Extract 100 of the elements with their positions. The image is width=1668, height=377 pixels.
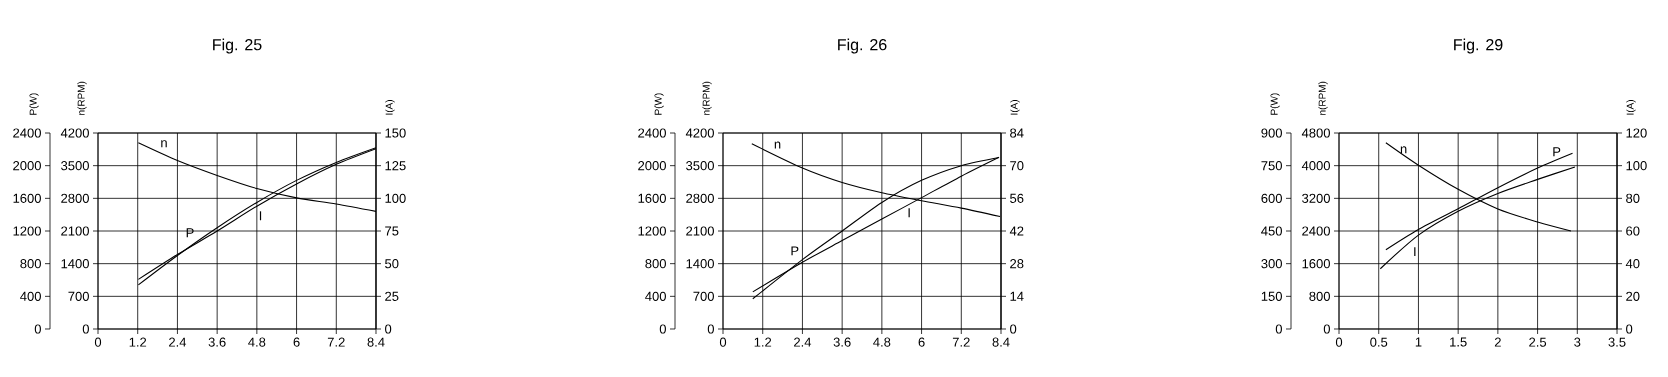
y-tick-label: 0 bbox=[1275, 324, 1282, 334]
y2-tick-label: 56 bbox=[1010, 193, 1024, 203]
y2-tick-label: 25 bbox=[385, 291, 399, 301]
y-tick-label: 0 bbox=[659, 324, 666, 334]
y3-axis-title: n(RPM) bbox=[77, 81, 87, 115]
y2-tick-label: 28 bbox=[1010, 259, 1024, 269]
chart-title: Fig. 29 bbox=[1454, 38, 1503, 54]
y2-tick-label: 80 bbox=[1626, 193, 1640, 203]
y-tick-label: 150 bbox=[1261, 291, 1282, 301]
y-axis-title: P(W) bbox=[1270, 93, 1280, 115]
series-label: P bbox=[1553, 147, 1561, 157]
y-tick-label: 2000 bbox=[638, 161, 666, 171]
x-tick-label: 0 bbox=[719, 337, 727, 347]
y-tick-label: 400 bbox=[20, 291, 41, 301]
x-tick-label: 1.2 bbox=[129, 337, 147, 347]
y2-tick-label: 60 bbox=[1626, 226, 1640, 236]
y-tick-label: 800 bbox=[645, 259, 666, 269]
series-label: n bbox=[1400, 146, 1407, 154]
x-tick-label: 3.6 bbox=[833, 337, 851, 347]
series-label: I bbox=[259, 211, 262, 221]
x-tick-label: 4.8 bbox=[873, 337, 891, 347]
y-tick-label: 800 bbox=[20, 259, 41, 269]
series-label: n bbox=[161, 140, 167, 148]
y3-tick-label: 0 bbox=[707, 324, 714, 334]
x-tick-label: 8.4 bbox=[992, 337, 1010, 347]
y-tick-label: 1200 bbox=[13, 226, 41, 236]
y-tick-label: 2000 bbox=[13, 161, 41, 171]
x-tick-label: 3.5 bbox=[1608, 337, 1626, 347]
y-tick-label: 1600 bbox=[13, 193, 41, 203]
y3-tick-label: 3500 bbox=[61, 161, 89, 171]
y3-tick-label: 0 bbox=[1323, 324, 1330, 334]
y2-axis-title: I(A) bbox=[385, 100, 395, 115]
y2-tick-label: 50 bbox=[385, 259, 399, 269]
x-tick-label: 2.4 bbox=[169, 337, 187, 347]
x-tick-label: 0.5 bbox=[1370, 337, 1388, 347]
y3-tick-label: 2800 bbox=[61, 193, 89, 203]
y2-tick-label: 40 bbox=[1625, 259, 1640, 269]
x-tick-label: 2.5 bbox=[1529, 337, 1547, 347]
y-tick-label: 900 bbox=[1261, 128, 1282, 138]
y2-tick-label: 14 bbox=[1010, 291, 1024, 301]
x-tick-label: 3.6 bbox=[208, 337, 226, 347]
y2-tick-label: 100 bbox=[385, 193, 406, 203]
series-label: I bbox=[908, 208, 910, 218]
series-label: P bbox=[186, 228, 194, 238]
y-axis-title: P(W) bbox=[654, 93, 664, 115]
y3-tick-label: 4200 bbox=[685, 128, 714, 138]
y-tick-label: 750 bbox=[1261, 161, 1282, 171]
y2-tick-label: 0 bbox=[1626, 324, 1633, 334]
y2-tick-label: 150 bbox=[385, 128, 406, 138]
y2-tick-label: 0 bbox=[1010, 324, 1017, 334]
x-tick-label: 3 bbox=[1574, 337, 1581, 347]
y2-tick-label: 120 bbox=[1626, 128, 1647, 138]
x-tick-label: 0 bbox=[1335, 337, 1343, 347]
y2-tick-label: 0 bbox=[385, 324, 392, 334]
y3-tick-label: 4000 bbox=[1301, 161, 1330, 171]
y2-tick-label: 75 bbox=[385, 226, 399, 236]
y3-tick-label: 2800 bbox=[686, 193, 714, 203]
y3-tick-label: 700 bbox=[68, 291, 89, 301]
x-tick-label: 7.2 bbox=[952, 337, 970, 347]
y3-tick-label: 3500 bbox=[686, 161, 714, 171]
x-tick-label: 7.2 bbox=[327, 337, 345, 347]
series-label: I bbox=[1414, 247, 1416, 257]
y-axis-title: P(W) bbox=[29, 93, 39, 115]
y-tick-label: 400 bbox=[645, 291, 666, 301]
y3-tick-label: 2100 bbox=[686, 226, 714, 236]
y2-tick-label: 100 bbox=[1626, 161, 1647, 171]
y3-axis-title: n(RPM) bbox=[702, 81, 712, 115]
x-tick-label: 1.2 bbox=[754, 337, 772, 347]
y3-tick-label: 700 bbox=[693, 291, 714, 301]
series-label: P bbox=[791, 246, 799, 256]
x-tick-label: 6 bbox=[918, 337, 925, 347]
y3-tick-label: 0 bbox=[82, 324, 89, 334]
y-tick-label: 1200 bbox=[638, 226, 666, 236]
y3-tick-label: 1600 bbox=[1302, 259, 1330, 269]
y3-tick-label: 1400 bbox=[686, 259, 714, 269]
x-tick-label: 1.5 bbox=[1450, 337, 1467, 347]
y2-tick-label: 42 bbox=[1009, 226, 1024, 236]
y2-tick-label: 84 bbox=[1010, 128, 1024, 138]
x-tick-label: 6 bbox=[293, 337, 300, 347]
x-tick-label: 1 bbox=[1415, 337, 1422, 347]
y-tick-label: 1600 bbox=[638, 193, 666, 203]
y-tick-label: 2400 bbox=[638, 128, 666, 138]
y3-tick-label: 4800 bbox=[1301, 128, 1330, 138]
x-tick-label: 4.8 bbox=[248, 337, 266, 347]
series-label: n bbox=[774, 141, 781, 149]
y-tick-label: 600 bbox=[1261, 193, 1282, 203]
y-tick-label: 0 bbox=[34, 324, 41, 334]
y3-tick-label: 1400 bbox=[61, 259, 89, 269]
y3-tick-label: 4200 bbox=[60, 128, 89, 138]
y-tick-label: 300 bbox=[1261, 259, 1282, 269]
y2-tick-label: 125 bbox=[385, 161, 406, 171]
y-tick-label: 2400 bbox=[13, 128, 41, 138]
chart-title: Fig. 25 bbox=[213, 38, 262, 54]
y2-tick-label: 70 bbox=[1010, 161, 1024, 171]
x-tick-label: 2.4 bbox=[794, 337, 812, 347]
y3-axis-title: n(RPM) bbox=[1318, 81, 1328, 115]
y2-axis-title: I(A) bbox=[1626, 100, 1636, 115]
y2-axis-title: I(A) bbox=[1010, 100, 1020, 115]
x-tick-label: 2 bbox=[1494, 337, 1501, 347]
y3-tick-label: 2100 bbox=[61, 226, 89, 236]
